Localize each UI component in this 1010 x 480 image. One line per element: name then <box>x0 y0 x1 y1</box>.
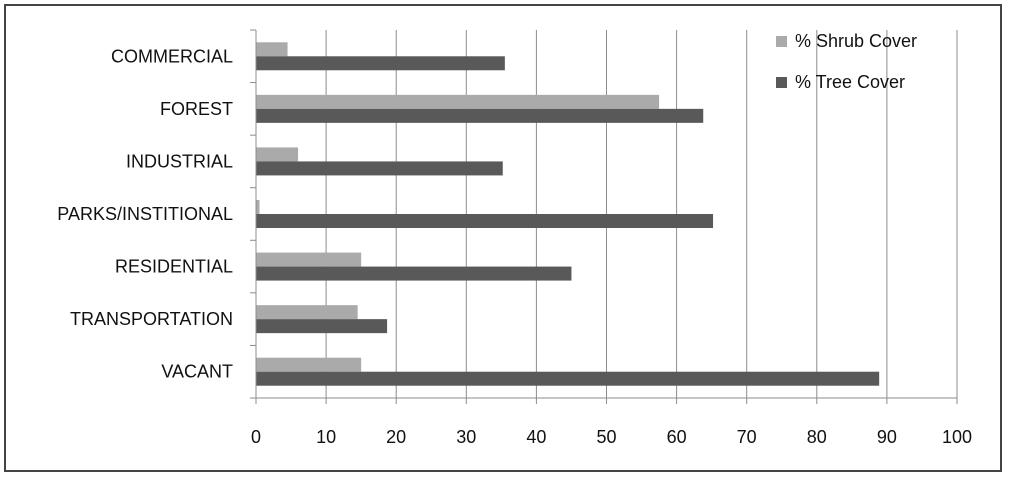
legend-label: % Tree Cover <box>795 72 905 92</box>
category-label: PARKS/INSTITIONAL <box>57 204 233 224</box>
category-label: INDUSTRIAL <box>126 151 233 171</box>
shrub-cover-bar <box>256 200 260 214</box>
x-tick-label: 20 <box>386 427 406 447</box>
shrub-cover-bar <box>256 252 362 267</box>
category-label: COMMERCIAL <box>111 46 233 66</box>
shrub-cover-bar <box>256 357 362 372</box>
shrub-cover-bar <box>256 147 299 162</box>
x-tick-label: 30 <box>456 427 476 447</box>
category-label: RESIDENTIAL <box>115 257 233 277</box>
gridlines <box>325 30 958 398</box>
shrub-cover-bar <box>256 94 660 109</box>
tree-cover-bar <box>256 161 503 176</box>
category-label: VACANT <box>161 362 233 382</box>
tree-cover-bar <box>256 371 880 386</box>
x-tick-label: 0 <box>251 427 261 447</box>
legend-swatch <box>776 77 787 88</box>
tree-cover-bar <box>256 108 704 123</box>
x-tick-label: 80 <box>807 427 827 447</box>
axes <box>250 29 958 404</box>
category-label: FOREST <box>160 99 233 119</box>
x-tick-labels: 0 10 20 30 40 50 60 70 80 90 100 <box>251 427 972 447</box>
x-tick-label: 90 <box>877 427 897 447</box>
chart-frame <box>4 4 1002 472</box>
x-tick-label: 40 <box>526 427 546 447</box>
tree-cover-bar <box>256 266 572 281</box>
legend: % Shrub Cover % Tree Cover <box>776 31 917 92</box>
tree-cover-bar <box>256 319 388 334</box>
shrub-cover-bar <box>256 42 288 57</box>
tree-cover-bar <box>256 56 505 71</box>
x-tick-label: 50 <box>596 427 616 447</box>
tree-cover-bar <box>256 214 714 228</box>
x-tick-label: 100 <box>942 427 972 447</box>
category-labels: COMMERCIAL FOREST INDUSTRIAL PARKS/INSTITIO… <box>57 46 233 381</box>
legend-label: % Shrub Cover <box>795 31 917 51</box>
category-label: TRANSPORTATION <box>70 309 233 329</box>
x-tick-label: 70 <box>737 427 757 447</box>
bars <box>256 42 880 386</box>
shrub-cover-bar <box>256 305 358 320</box>
legend-swatch <box>776 36 787 47</box>
x-tick-label: 10 <box>316 427 336 447</box>
x-tick-label: 60 <box>667 427 687 447</box>
